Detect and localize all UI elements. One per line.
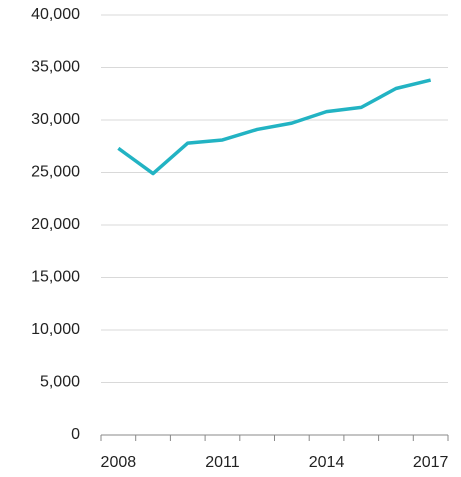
- y-tick-label: 10,000: [31, 321, 80, 338]
- y-tick-label: 25,000: [31, 164, 80, 181]
- x-tick-label: 2011: [205, 454, 240, 471]
- line: [117, 78, 432, 176]
- y-tick-label: 30,000: [31, 111, 80, 128]
- x-tick-label: 2017: [413, 454, 449, 471]
- y-tick-label: 40,000: [31, 6, 80, 23]
- y-tick-label: 15,000: [31, 269, 80, 286]
- y-tick-label: 20,000: [31, 216, 80, 233]
- y-tick-label: 35,000: [31, 59, 80, 76]
- x-tick-label: 2014: [309, 454, 345, 471]
- y-tick-label: 0: [71, 426, 80, 443]
- y-tick-label: 5,000: [40, 374, 80, 391]
- x-tick-label: 2008: [101, 454, 137, 471]
